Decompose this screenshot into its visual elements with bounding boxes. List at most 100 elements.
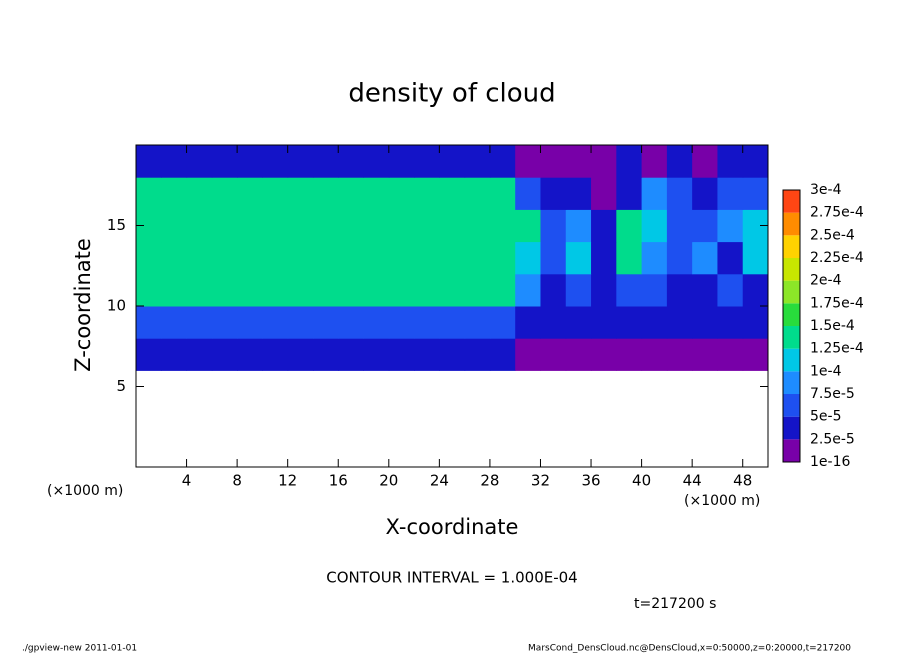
cell bbox=[565, 306, 592, 339]
cell bbox=[439, 145, 466, 178]
cell bbox=[237, 338, 263, 371]
cell bbox=[692, 177, 718, 210]
cell bbox=[312, 338, 339, 371]
cell bbox=[717, 145, 744, 178]
cell bbox=[211, 209, 238, 243]
cell bbox=[641, 241, 668, 275]
cell bbox=[439, 209, 466, 243]
x-tick-label: 24 bbox=[430, 472, 449, 490]
cell bbox=[262, 273, 289, 307]
cell bbox=[287, 209, 314, 243]
x-tick-label: 20 bbox=[379, 472, 398, 490]
cell bbox=[136, 338, 162, 371]
cell bbox=[363, 273, 390, 307]
cell bbox=[515, 145, 541, 178]
colorbar-swatch bbox=[783, 280, 800, 304]
colorbar-swatch bbox=[783, 326, 800, 349]
cell bbox=[641, 273, 668, 307]
cell bbox=[591, 273, 617, 307]
cell bbox=[742, 145, 768, 178]
colorbar-label: 1e-16 bbox=[810, 454, 850, 470]
colorbar-label: 2.5e-4 bbox=[810, 227, 855, 243]
colorbar-swatch bbox=[783, 235, 800, 258]
cell bbox=[262, 338, 289, 371]
cell bbox=[312, 306, 339, 339]
x-tick-label: 8 bbox=[232, 472, 242, 490]
cell bbox=[186, 306, 213, 339]
y-tick-label: 5 bbox=[116, 377, 126, 395]
cell bbox=[464, 209, 491, 243]
cell bbox=[540, 338, 567, 371]
cell bbox=[616, 306, 643, 339]
cell bbox=[262, 177, 289, 210]
cell bbox=[388, 241, 415, 275]
colorbar-label: 2.25e-4 bbox=[810, 250, 864, 266]
cell bbox=[439, 241, 466, 275]
cell bbox=[363, 241, 390, 275]
cell bbox=[717, 209, 744, 243]
cell bbox=[414, 177, 440, 210]
cell bbox=[211, 338, 238, 371]
cell bbox=[666, 306, 693, 339]
cell bbox=[262, 145, 289, 178]
cell bbox=[161, 241, 188, 275]
cell bbox=[136, 306, 162, 339]
colorbar-label: 2.75e-4 bbox=[810, 205, 864, 221]
cell bbox=[565, 338, 592, 371]
cell bbox=[312, 273, 339, 307]
cell bbox=[312, 145, 339, 178]
cell bbox=[363, 177, 390, 210]
cell bbox=[414, 209, 440, 243]
cell bbox=[616, 338, 643, 371]
cell bbox=[388, 306, 415, 339]
cell bbox=[338, 241, 365, 275]
colorbar-swatch bbox=[783, 190, 800, 213]
cell bbox=[136, 241, 162, 275]
cell bbox=[161, 177, 188, 210]
cell bbox=[237, 306, 263, 339]
cell bbox=[464, 273, 491, 307]
cell bbox=[591, 177, 617, 210]
colorbar-label: 1.5e-4 bbox=[810, 318, 855, 334]
cell bbox=[666, 177, 693, 210]
cell bbox=[515, 241, 541, 275]
cell bbox=[211, 273, 238, 307]
colorbar-swatch bbox=[783, 258, 800, 281]
cell bbox=[262, 241, 289, 275]
cell bbox=[211, 177, 238, 210]
cell bbox=[363, 145, 390, 178]
cell bbox=[616, 145, 643, 178]
cell bbox=[161, 145, 188, 178]
cell bbox=[641, 145, 668, 178]
cell bbox=[312, 241, 339, 275]
x-tick-label: 36 bbox=[581, 472, 600, 490]
cell bbox=[616, 209, 643, 243]
cell bbox=[464, 241, 491, 275]
cell bbox=[717, 177, 744, 210]
cell bbox=[287, 306, 314, 339]
x-tick-label: 40 bbox=[632, 472, 651, 490]
cell bbox=[515, 338, 541, 371]
cell bbox=[666, 241, 693, 275]
contour-interval: CONTOUR INTERVAL = 1.000E-04 bbox=[326, 569, 577, 587]
cell bbox=[161, 338, 188, 371]
cell bbox=[363, 306, 390, 339]
x-tick-label: 28 bbox=[480, 472, 499, 490]
cell bbox=[186, 338, 213, 371]
colorbar-label: 1.25e-4 bbox=[810, 341, 864, 357]
cell bbox=[489, 145, 516, 178]
cell bbox=[338, 177, 365, 210]
cell bbox=[641, 306, 668, 339]
cell bbox=[616, 273, 643, 307]
field bbox=[136, 145, 768, 371]
cell bbox=[464, 306, 491, 339]
cell bbox=[692, 338, 718, 371]
cell bbox=[363, 209, 390, 243]
x-tick-label: 48 bbox=[733, 472, 752, 490]
cell bbox=[161, 306, 188, 339]
colorbar-label: 1e-4 bbox=[810, 363, 842, 379]
cell bbox=[338, 145, 365, 178]
cell bbox=[616, 241, 643, 275]
cell bbox=[565, 177, 592, 210]
